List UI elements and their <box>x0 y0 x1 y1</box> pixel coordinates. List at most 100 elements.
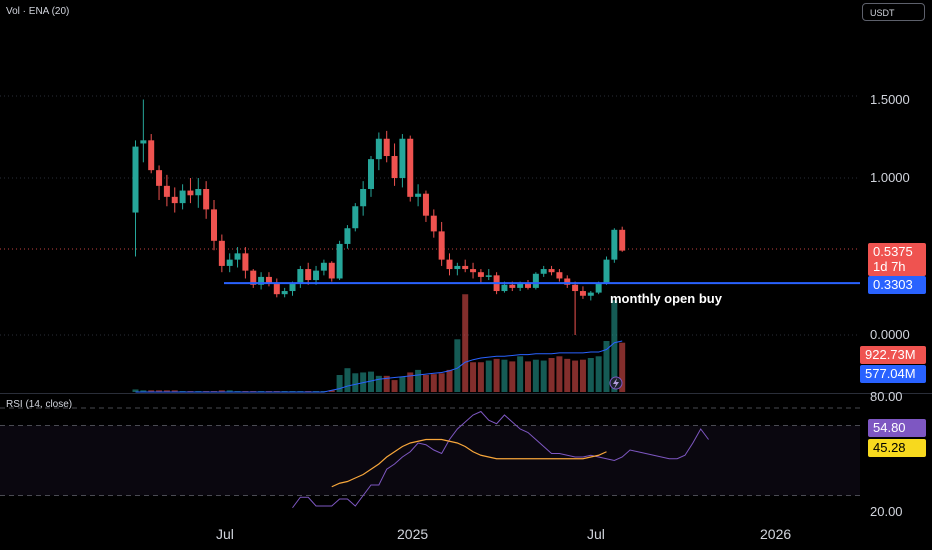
volume-ma-badge: 577.04M <box>860 365 926 383</box>
candle <box>532 272 539 290</box>
candle-body <box>415 193 422 197</box>
volume-bar <box>368 371 374 392</box>
volume-bar <box>140 390 147 392</box>
candle <box>556 269 563 282</box>
candle <box>140 99 147 163</box>
candle <box>281 287 288 298</box>
candle-body <box>603 259 610 284</box>
currency-button[interactable]: USDT <box>862 3 925 21</box>
candle-body <box>619 229 626 251</box>
volume-badge: 922.73M <box>860 346 926 364</box>
candle-body <box>360 188 367 207</box>
candle <box>344 225 351 249</box>
volume-bar <box>540 360 547 392</box>
candle-body <box>399 138 406 178</box>
candle-body <box>203 188 210 210</box>
candle <box>375 132 382 171</box>
candle <box>438 221 445 266</box>
rsi-indicator-label[interactable]: RSI (14, close) <box>6 399 73 410</box>
volume-bars <box>132 294 626 392</box>
rsi-tick-20: 20.00 <box>870 504 903 519</box>
candle <box>297 265 304 288</box>
volume-bar <box>477 362 484 392</box>
price-tick-2: 1.0000 <box>870 170 910 185</box>
candle <box>477 269 484 284</box>
candle <box>195 178 202 208</box>
candle-body <box>501 284 508 292</box>
candle-body <box>532 273 539 288</box>
candle-body <box>320 262 327 271</box>
volume-bar <box>344 368 351 392</box>
candle <box>360 181 367 216</box>
candle-body <box>250 270 257 285</box>
candle <box>226 253 233 273</box>
candle <box>156 165 163 200</box>
x-tick-2026: 2026 <box>760 526 792 542</box>
volume-bar <box>430 374 437 392</box>
x-tick-jul-2025: Jul <box>587 526 605 542</box>
volume-ma-path <box>135 340 623 393</box>
candle-body <box>517 283 524 288</box>
volume-bar <box>579 359 586 392</box>
volume-bar <box>462 294 469 392</box>
volume-bar <box>336 375 343 392</box>
candle-body <box>352 206 359 229</box>
lightning-icon-glyph <box>613 378 619 389</box>
candle-body <box>297 269 304 284</box>
candle-body <box>211 209 217 241</box>
candle-body <box>281 291 288 295</box>
volume-indicator-label[interactable]: Vol · ENA (20) <box>6 6 70 17</box>
volume-bar <box>156 390 163 392</box>
candle <box>203 181 210 219</box>
volume-bar <box>446 369 453 392</box>
candle <box>587 291 594 301</box>
candle-body <box>336 243 343 279</box>
candle-body <box>273 283 280 295</box>
candle-body <box>525 283 531 288</box>
candle <box>430 209 437 238</box>
annotation-label: monthly open buy <box>610 291 722 306</box>
volume-bar <box>595 356 602 392</box>
candle <box>399 134 406 188</box>
candle-body <box>132 146 139 213</box>
candle-body <box>579 291 586 296</box>
candle-body <box>179 190 186 204</box>
volume-bar <box>532 359 539 392</box>
volume-bar <box>383 375 390 392</box>
lightning-icon <box>609 376 623 390</box>
candle <box>454 262 461 276</box>
candle <box>619 226 626 252</box>
candle-body <box>611 229 618 260</box>
rsi-badge: 54.80 <box>868 419 926 437</box>
candle-body <box>462 265 469 270</box>
candle <box>415 184 422 207</box>
volume-bar <box>548 358 555 392</box>
candle <box>368 156 374 197</box>
candle <box>462 259 469 273</box>
candle-body <box>313 270 320 281</box>
candle <box>265 272 272 287</box>
candle <box>328 261 335 282</box>
candle-body <box>328 262 335 279</box>
volume-bar <box>501 359 508 392</box>
candle-body <box>140 140 147 144</box>
candle-body <box>509 284 516 288</box>
candle-body <box>171 196 178 204</box>
rsi-ma-line <box>331 438 607 488</box>
candle <box>211 199 217 251</box>
grid-lines <box>0 95 932 496</box>
candle-body <box>187 190 194 196</box>
volume-bar <box>352 373 359 392</box>
candle <box>485 269 492 281</box>
candle-body <box>540 269 547 274</box>
candle-body <box>572 284 579 292</box>
x-tick-jul-2024: Jul <box>216 526 234 542</box>
volume-bar <box>509 361 516 392</box>
candle-body <box>446 259 453 270</box>
candle-body <box>289 283 296 292</box>
rsi-pane <box>292 410 709 509</box>
rsi-band-fill <box>0 425 860 496</box>
candle <box>470 262 477 279</box>
candle-body <box>470 269 477 273</box>
